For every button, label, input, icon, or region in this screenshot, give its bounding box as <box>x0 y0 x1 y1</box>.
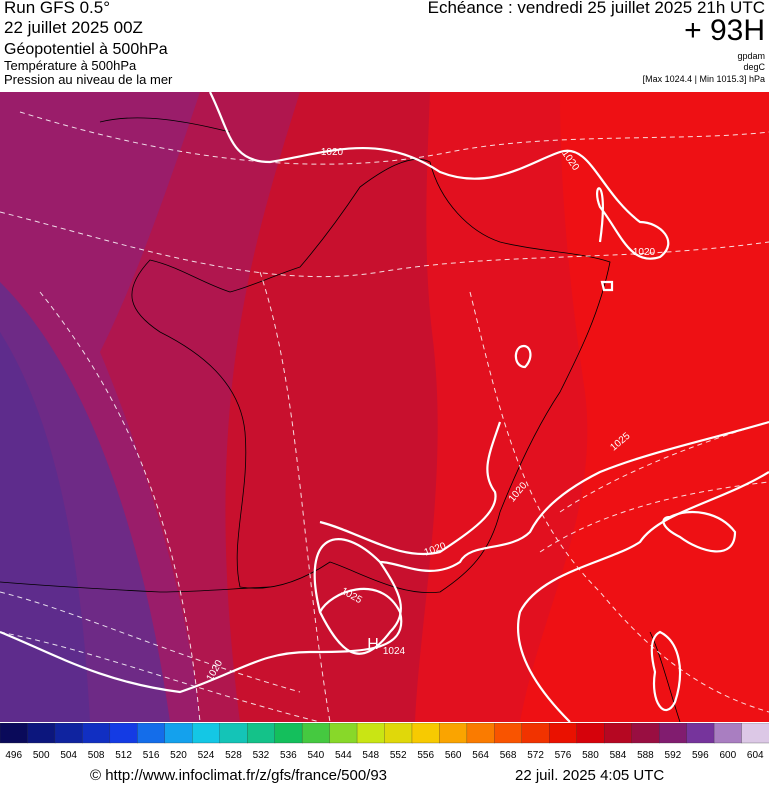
colorbar-label: 560 <box>445 750 462 761</box>
field: Température à 500hPa <box>4 58 137 73</box>
field: Géopotentiel à 500hPa <box>4 41 168 58</box>
colorbar: 496 500 504 508 512 516 520 524 528 532 536 540 544 5… <box>0 723 769 761</box>
cold-region <box>0 332 90 722</box>
colorbar-swatch <box>274 723 303 744</box>
colorbar-swatch <box>576 723 605 744</box>
colorbar-swatch <box>713 723 743 744</box>
colorbar-swatch <box>658 723 688 744</box>
map: 1020 1020 1020 1025 1020 1020 1025 H 102… <box>0 92 769 722</box>
source: © http://www.infoclimat.fr/z/gfs/france/… <box>90 767 388 784</box>
colorbar-label: 588 <box>637 750 654 761</box>
pressure-range: [Max 1024.4 | Min 1015.3] hPa <box>642 74 765 84</box>
colorbar-swatch <box>164 723 193 744</box>
colorbar-swatch <box>0 723 29 744</box>
colorbar-swatch <box>411 723 441 744</box>
colorbar-label: 528 <box>225 750 242 761</box>
colorbar-label: 568 <box>500 750 517 761</box>
colorbar-swatch <box>604 723 633 744</box>
colorbar-swatch <box>439 723 468 744</box>
colorbar-swatch <box>631 723 660 744</box>
colorbar-label: 524 <box>198 750 215 761</box>
colorbar-label: 592 <box>665 750 682 761</box>
pressure-isobars <box>0 92 769 722</box>
colorbar-label: 600 <box>719 750 736 761</box>
temperature-isolines <box>0 111 769 722</box>
colorbar-label: 604 <box>747 750 764 761</box>
colorbar-label: 516 <box>143 750 160 761</box>
colorbar-label: 496 <box>5 750 22 761</box>
colorbar-swatch <box>741 723 769 744</box>
colorbar-label: 596 <box>692 750 709 761</box>
colorbar-label: 540 <box>307 750 324 761</box>
colorbar-swatch <box>301 723 331 744</box>
colorbar-swatch <box>27 723 56 744</box>
colorbar-swatch <box>329 723 358 744</box>
colorbar-label: 500 <box>33 750 50 761</box>
warm-region <box>520 92 769 722</box>
contour-label: 1024 <box>383 646 406 657</box>
colorbar-swatch <box>521 723 550 744</box>
colorbar-swatch <box>192 723 221 744</box>
colorbar-swatch <box>356 723 386 744</box>
france-outline <box>131 158 611 594</box>
colorbar-label: 504 <box>60 750 77 761</box>
coast <box>0 581 271 593</box>
contour-label: 1020 <box>321 147 344 158</box>
colorbar-swatch <box>494 723 523 744</box>
colorbar-label: 576 <box>555 750 572 761</box>
colorbar-label: 556 <box>417 750 434 761</box>
coast <box>99 117 231 133</box>
colorbar-label: 564 <box>472 750 489 761</box>
colorbar-label: 536 <box>280 750 297 761</box>
field: Pression au niveau de la mer <box>4 72 173 87</box>
colorbar-label: 532 <box>253 750 270 761</box>
valid-time: Echéance : vendredi 25 juillet 2025 21h … <box>427 0 765 17</box>
colorbar-swatch <box>109 723 138 744</box>
unit: degC <box>743 62 765 72</box>
colorbar-label: 584 <box>610 750 627 761</box>
colorbar-label: 552 <box>390 750 407 761</box>
run-date: 22 juillet 2025 00Z <box>4 18 143 37</box>
contour-label: 1020 <box>633 247 656 258</box>
high-marker: H <box>367 636 379 653</box>
colorbar-label: 548 <box>362 750 379 761</box>
colorbar-swatch <box>686 723 715 744</box>
colorbar-label: 512 <box>115 750 132 761</box>
colorbar-swatch <box>466 723 496 744</box>
colorbar-swatch <box>54 723 84 744</box>
colorbar-label: 544 <box>335 750 352 761</box>
colorbar-swatch <box>137 723 166 744</box>
run: Run GFS 0.5° <box>4 0 111 17</box>
unit: gpdam <box>737 51 765 61</box>
timestamp: 22 juil. 2025 4:05 UTC <box>515 767 665 784</box>
colorbar-swatch <box>219 723 248 744</box>
colorbar-label: 520 <box>170 750 187 761</box>
colorbar-label: 508 <box>88 750 105 761</box>
colorbar-swatch <box>549 723 578 744</box>
colorbar-swatch <box>82 723 111 744</box>
coastlines <box>0 117 681 722</box>
colorbar-label: 580 <box>582 750 599 761</box>
colorbar-swatch <box>247 723 276 744</box>
colorbar-swatch <box>384 723 413 744</box>
colorbar-label: 572 <box>527 750 544 761</box>
lead-time: + 93H <box>684 14 765 47</box>
